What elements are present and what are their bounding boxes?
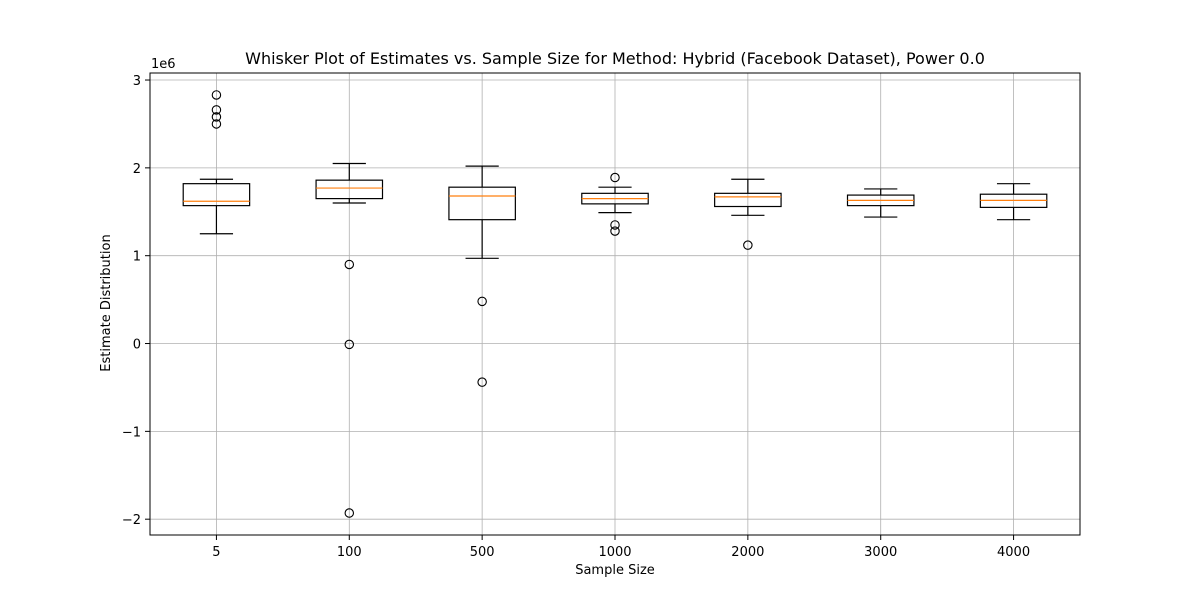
outlier-point <box>610 226 620 236</box>
box-iqr <box>182 183 251 207</box>
y-tick-label: 3 <box>133 74 141 89</box>
outlier-point <box>344 259 355 270</box>
x-tick-label: 500 <box>470 545 495 560</box>
outlier-point <box>477 377 487 387</box>
outlier-point <box>211 119 222 129</box>
x-tick-label: 2000 <box>731 545 764 560</box>
outlier-point <box>477 296 487 307</box>
box-iqr <box>448 186 516 221</box>
box-group-500 <box>448 165 516 387</box>
box-group-1000 <box>581 172 649 236</box>
outlier-point <box>610 220 620 230</box>
tick-layer: 5 100 500 1000 2000 3000 4000 −2 −1 0 1 2 3 <box>122 74 1030 560</box>
outlier-point <box>610 172 620 183</box>
outlier-point <box>344 508 355 518</box>
y-tick-label: 0 <box>133 338 141 353</box>
chart-title: Whisker Plot of Estimates vs. Sample Siz… <box>245 49 985 68</box>
box-group-2000 <box>714 178 782 250</box>
grid-layer <box>150 73 1080 535</box>
outlier-point <box>211 105 222 115</box>
x-tick-label: 100 <box>337 545 362 560</box>
box-layer <box>182 90 1048 518</box>
box-group-5 <box>182 90 251 235</box>
box-iqr <box>714 192 782 208</box>
y-tick-label: −1 <box>122 425 141 440</box>
y-offset-label: 1e6 <box>151 57 176 72</box>
y-tick-label: 2 <box>133 162 141 177</box>
outlier-point <box>344 339 355 350</box>
box-group-4000 <box>979 183 1048 221</box>
x-tick-label: 1000 <box>598 545 631 560</box>
x-tick-label: 4000 <box>997 545 1030 560</box>
outlier-point <box>211 112 222 122</box>
x-tick-label: 5 <box>212 545 220 560</box>
outlier-point <box>743 240 753 250</box>
box-iqr <box>315 179 384 200</box>
x-tick-label: 3000 <box>864 545 897 560</box>
y-tick-label: 1 <box>133 250 141 265</box>
box-group-100 <box>315 162 384 518</box>
box-group-3000 <box>846 188 915 218</box>
outlier-point <box>211 90 222 100</box>
x-axis-label: Sample Size <box>575 563 655 578</box>
y-tick-label: −2 <box>122 513 141 528</box>
y-axis-label: Estimate Distribution <box>99 234 114 371</box>
